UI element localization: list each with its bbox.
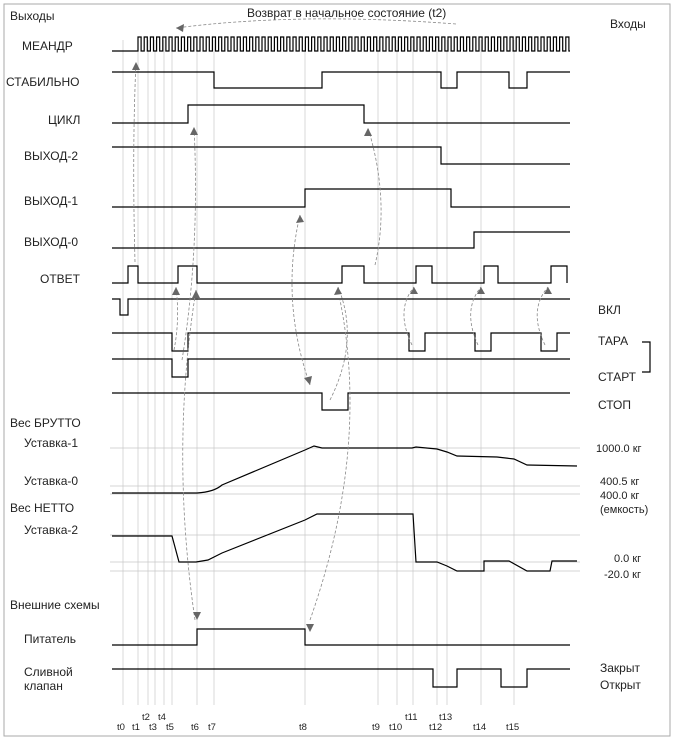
label-open: Открыт [600, 678, 641, 692]
label-minus20kg: -20.0 кг [604, 569, 641, 581]
time-t6: t6 [191, 722, 199, 733]
arrow-tare-answer [173, 286, 178, 351]
inputs-header: Входы [610, 17, 646, 31]
label-gross: Вес БРУТТО [10, 416, 81, 430]
net-weight-curve [112, 513, 577, 572]
time-t7: t7 [208, 722, 216, 733]
stable-signal [112, 71, 570, 89]
time-t0: t0 [117, 722, 125, 733]
label-cycle: ЦИКЛ [48, 113, 80, 127]
time-t5: t5 [166, 722, 174, 733]
label-tare: ТАРА [598, 334, 628, 348]
out2-signal [112, 146, 570, 165]
time-t14: t14 [473, 722, 486, 733]
feeder-signal [112, 628, 570, 646]
label-set2: Уставка-2 [24, 523, 78, 537]
arrow-tare-answer-2 [403, 286, 415, 346]
arrow-stop-answer [329, 286, 348, 401]
label-on: ВКЛ [598, 303, 621, 317]
time-t9: t9 [372, 722, 380, 733]
start-signal [112, 358, 570, 378]
arrow-tare-answer-4 [536, 286, 549, 346]
arrow-to-meander [133, 61, 137, 263]
label-1000kg: 1000.0 кг [596, 443, 642, 455]
return-arrow [175, 18, 457, 29]
diagram-border [3, 3, 671, 737]
label-out0: ВЫХОД-0 [24, 235, 78, 249]
outputs-header: Выходы [10, 9, 55, 23]
label-capacity: (емкость) [600, 504, 648, 516]
on-signal [112, 298, 570, 316]
out1-signal [112, 188, 570, 208]
time-t2: t2 [142, 712, 150, 723]
label-feeder: Питатель [24, 632, 76, 646]
return-title: Возврат в начальное состояние (t2) [247, 6, 446, 20]
time-t8: t8 [299, 722, 307, 733]
gross-weight-curve [112, 445, 578, 494]
label-meander: МЕАНДР [22, 39, 73, 53]
time-t11: t11 [405, 712, 418, 723]
tare-signal [112, 332, 570, 352]
arrow-out1-stop [291, 214, 311, 386]
label-closed: Закрыт [600, 661, 640, 675]
arrow-tare-answer-3 [470, 286, 482, 346]
tare-start-bracket [642, 341, 651, 373]
stop-signal [112, 392, 570, 411]
label-start: СТАРТ [598, 370, 637, 384]
arrow-start-cycle [181, 126, 196, 361]
drain-valve-signal [112, 668, 570, 688]
arrow-feeder-off [309, 299, 351, 621]
label-400-5kg: 400.5 кг [600, 476, 639, 488]
label-400kg: 400.0 кг [600, 490, 639, 502]
time-grid [110, 40, 580, 705]
label-net: Вес НЕТТО [10, 501, 74, 515]
time-labels: t0 t1 t2 t3 t4 t5 t6 t7 t8 t9 t10 t11 t1… [117, 712, 519, 733]
time-t15: t15 [506, 722, 519, 733]
answer-signal [112, 265, 568, 284]
label-answer: ОТВЕТ [40, 272, 81, 286]
label-set1: Уставка-1 [24, 436, 78, 450]
label-out2: ВЫХОД-2 [24, 149, 78, 163]
label-out1: ВЫХОД-1 [24, 194, 78, 208]
time-t1: t1 [132, 722, 140, 733]
cycle-signal [112, 104, 570, 124]
label-external: Внешние схемы [10, 598, 100, 612]
label-stable: СТАБИЛЬНО [6, 75, 79, 89]
label-valve-line1: Сливной [24, 665, 73, 679]
out0-signal [112, 231, 570, 249]
arrow-answer-cycle [367, 127, 382, 266]
label-valve-line2: клапан [24, 679, 63, 693]
label-0kg: 0.0 кг [614, 553, 641, 565]
causal-arrows [132, 18, 552, 632]
time-t13: t13 [439, 712, 452, 723]
time-t10: t10 [389, 722, 402, 733]
time-t4: t4 [158, 712, 166, 723]
label-set0: Уставка-0 [24, 474, 78, 488]
time-t12: t12 [429, 722, 442, 733]
time-t3: t3 [149, 722, 157, 733]
label-stop: СТОП [598, 398, 631, 412]
meander-signal [112, 36, 570, 52]
